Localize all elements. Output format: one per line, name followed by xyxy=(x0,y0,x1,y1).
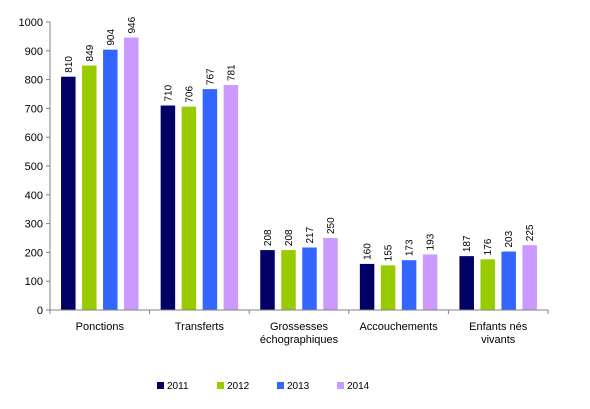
y-tick-label: 800 xyxy=(25,75,43,87)
legend-label: 2011 xyxy=(167,381,189,392)
data-label: 193 xyxy=(426,233,437,250)
data-label: 208 xyxy=(284,229,295,246)
y-tick-label: 200 xyxy=(25,247,43,259)
data-label: 767 xyxy=(205,68,216,85)
x-category-label-line: Accouchements xyxy=(359,321,438,333)
data-label: 710 xyxy=(163,84,174,101)
bars-group xyxy=(61,37,537,311)
y-tick-label: 1000 xyxy=(19,17,43,29)
y-tick-label: 300 xyxy=(25,219,43,231)
x-category-label-line: Enfants nés xyxy=(469,321,528,333)
axes-group: 0 100 200 300 400 500 600 700 800 900 1000 Ponction… xyxy=(19,17,549,346)
legend-swatch xyxy=(277,382,284,389)
bar xyxy=(281,250,296,310)
x-category-label: Enfants nés vivants xyxy=(469,321,528,346)
x-category-label: Ponctions xyxy=(76,321,125,333)
y-tick-label: 100 xyxy=(25,276,43,288)
bar xyxy=(480,259,495,310)
data-label: 904 xyxy=(106,29,117,46)
legend-swatch xyxy=(337,382,344,389)
data-label: 781 xyxy=(226,64,237,81)
x-category-label-line: vivants xyxy=(481,334,516,346)
bar xyxy=(359,263,375,310)
bar xyxy=(323,238,338,310)
y-tick-label: 500 xyxy=(25,161,43,173)
data-label: 706 xyxy=(184,86,195,103)
data-label: 155 xyxy=(384,244,395,261)
x-category-label: Grossesses échographiques xyxy=(260,321,339,346)
bar xyxy=(422,254,438,310)
x-category-label-line: échographiques xyxy=(260,334,339,346)
legend-swatch xyxy=(157,382,164,389)
y-tick-label: 400 xyxy=(25,190,43,202)
x-category-label: Transferts xyxy=(175,321,225,333)
legend-label: 2012 xyxy=(227,381,250,392)
y-tick-label: 700 xyxy=(25,103,43,115)
bar xyxy=(401,260,417,310)
bar xyxy=(223,85,239,311)
bar xyxy=(124,37,139,310)
bar xyxy=(103,49,118,310)
legend-label: 2014 xyxy=(347,381,370,392)
data-label: 203 xyxy=(504,230,515,247)
x-category-label-line: Transferts xyxy=(175,321,225,333)
data-label: 849 xyxy=(85,44,96,61)
bar xyxy=(501,251,516,310)
bar xyxy=(202,89,218,310)
data-labels-group: 810 849 904 946 710 706 767 781 208 208 217 250 160 1… xyxy=(64,16,536,261)
legend: 2011 2012 2013 2014 xyxy=(157,381,370,392)
bar xyxy=(160,105,176,311)
data-label: 173 xyxy=(405,239,416,256)
y-tick-label: 900 xyxy=(25,46,43,58)
x-category-label-line: Ponctions xyxy=(76,321,125,333)
data-label: 225 xyxy=(525,224,536,241)
legend-label: 2013 xyxy=(287,381,310,392)
y-tick-label: 0 xyxy=(37,305,43,317)
data-label: 810 xyxy=(64,56,75,73)
bar xyxy=(380,265,396,310)
x-category-label-line: Grossesses xyxy=(270,321,329,333)
data-label: 208 xyxy=(263,229,274,246)
bar xyxy=(61,76,76,310)
bar xyxy=(82,65,97,310)
bar xyxy=(459,256,474,310)
data-label: 160 xyxy=(363,243,374,260)
x-category-label: Accouchements xyxy=(359,321,438,333)
legend-swatch xyxy=(217,382,224,389)
data-label: 176 xyxy=(483,238,494,255)
data-label: 250 xyxy=(326,217,337,234)
bar xyxy=(522,245,537,310)
data-label: 217 xyxy=(305,226,316,243)
bar xyxy=(181,106,197,310)
bar xyxy=(302,247,317,310)
bar xyxy=(260,250,275,310)
data-label: 187 xyxy=(462,235,473,252)
y-tick-label: 600 xyxy=(25,132,43,144)
data-label: 946 xyxy=(127,16,138,33)
